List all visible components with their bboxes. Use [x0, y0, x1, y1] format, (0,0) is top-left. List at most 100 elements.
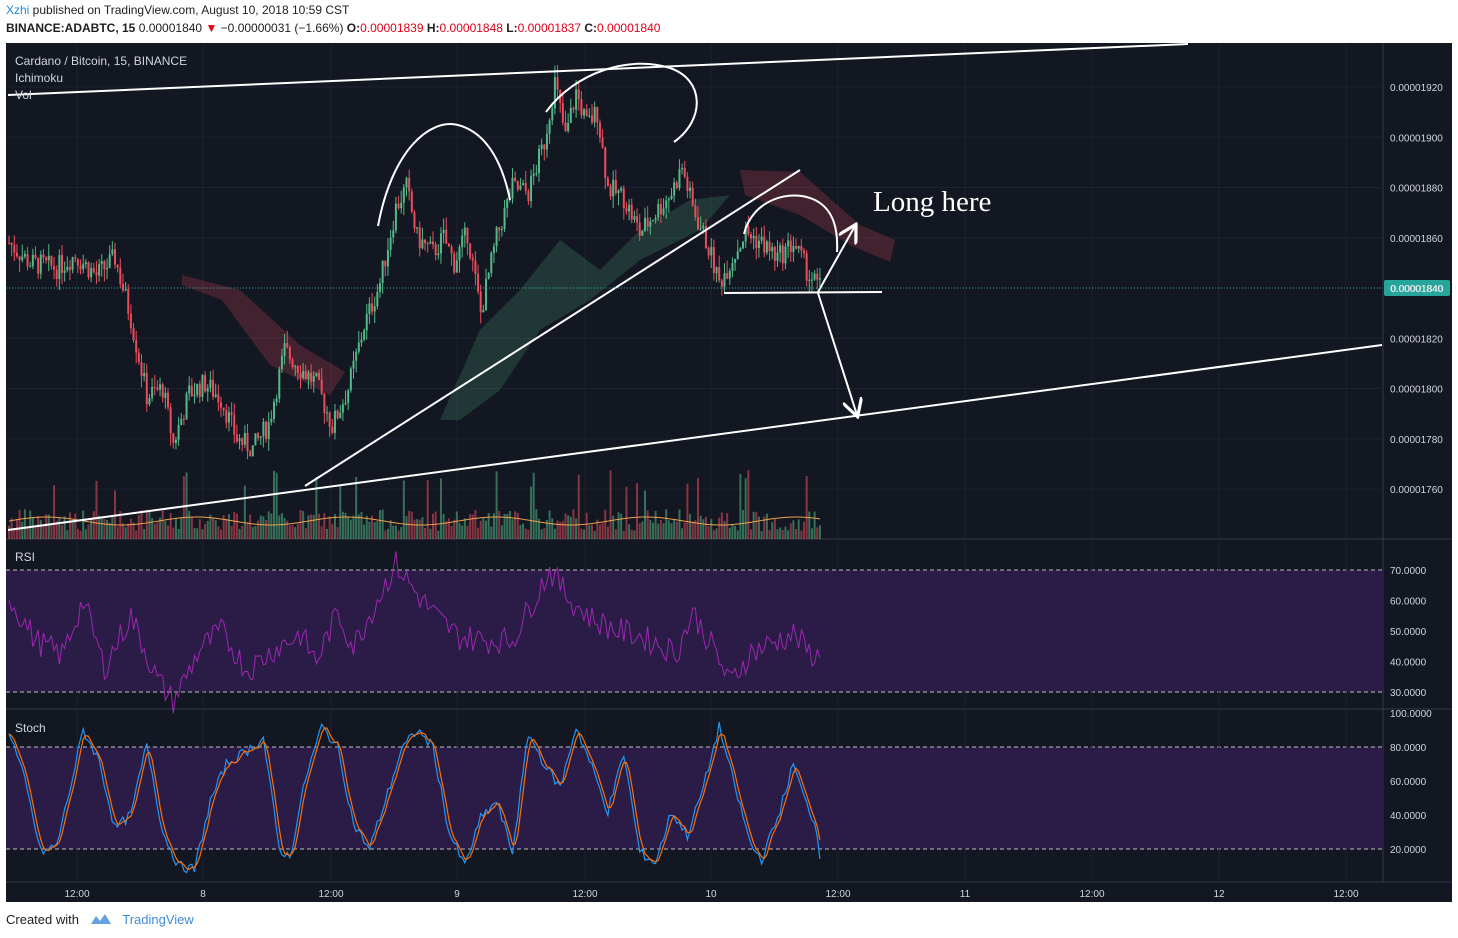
candle-body [426, 243, 429, 245]
candle-body [161, 384, 164, 398]
candle-body [318, 372, 321, 380]
volume-bar [797, 519, 800, 539]
candle-body [180, 418, 183, 426]
tradingview-link[interactable]: TradingView [122, 912, 194, 927]
candle-body [432, 241, 434, 245]
candle-body [697, 217, 699, 229]
candle-body [323, 394, 326, 414]
volume-bar [121, 523, 124, 539]
volume-bar [222, 515, 225, 539]
candle-body [763, 236, 766, 253]
volume-bar [402, 480, 405, 539]
candle-body [424, 239, 427, 244]
volume-bar [601, 523, 604, 539]
candle-body [760, 236, 763, 241]
volume-bar [620, 513, 623, 539]
time-axis-tick: 8 [200, 889, 206, 900]
last-price-tag-text: 0.00001840 [1391, 284, 1444, 295]
volume-bar [657, 523, 660, 539]
candle-body [225, 410, 228, 423]
candle-body [718, 267, 721, 281]
close-label: C: [584, 21, 598, 35]
volume-bar [681, 528, 684, 539]
candle-body [781, 245, 784, 264]
candle-body [15, 252, 18, 257]
candle-body [254, 433, 257, 446]
candle-body [416, 227, 419, 229]
volume-bar [307, 515, 310, 539]
candle-body [373, 306, 376, 312]
candle-body [667, 198, 670, 201]
volume-bar [471, 514, 474, 539]
volume-bar [8, 525, 10, 539]
volume-bar [167, 525, 169, 539]
volume-bar [628, 524, 631, 539]
up-arrow [817, 226, 855, 293]
candle-body [439, 233, 442, 254]
price-axis-tick: 0.00001820 [1390, 334, 1443, 345]
volume-bar [763, 516, 766, 539]
volume-bar [129, 518, 132, 539]
volume-bar [453, 519, 456, 539]
volume-bar [593, 530, 596, 539]
volume-bar [280, 513, 283, 539]
annotations [7, 43, 1383, 531]
volume-bar [326, 528, 328, 539]
candle-body [326, 412, 328, 414]
volume-bar [82, 510, 85, 539]
candle-body [13, 245, 16, 253]
time-axis-tick: 12:00 [318, 889, 343, 900]
rsi-axis-tick: 50.0000 [1390, 627, 1427, 638]
volume-bar [294, 527, 297, 539]
volume-bar [143, 529, 146, 539]
candle-body [42, 254, 45, 258]
volume-bar [500, 525, 503, 539]
candle-body [813, 273, 816, 280]
candle-body [376, 291, 379, 307]
ichimoku-label: Ichimoku [15, 71, 63, 85]
candle-body [174, 439, 177, 443]
candle-body [710, 247, 713, 256]
down-arrow-icon: ▼ [205, 21, 218, 35]
candle-body [673, 182, 676, 196]
volume-bar [519, 525, 522, 539]
volume-bar [347, 516, 350, 539]
candle-body [103, 261, 106, 270]
price-axis-tick: 0.00001840 [1390, 284, 1443, 295]
candle-body [768, 241, 771, 252]
candle-body [704, 226, 707, 249]
volume-bar [201, 529, 204, 539]
candle-body [765, 241, 768, 253]
candle-body [466, 227, 469, 244]
volume-bar [251, 526, 254, 539]
candle-body [567, 122, 570, 131]
candle-body [630, 204, 633, 220]
candle-body [220, 402, 222, 408]
candle-body [503, 207, 506, 230]
candle-body [487, 273, 490, 279]
volume-bar [76, 529, 79, 539]
candle-body [641, 230, 644, 236]
time-axis-labels: 12:00 8 12:00 9 12:00 10 12:00 11 12:00 12 12:00 [64, 889, 1358, 900]
volume-bar [704, 516, 707, 539]
author-link[interactable]: Xzhi [6, 3, 30, 17]
candle-body [771, 247, 774, 252]
volume-bar [45, 514, 48, 539]
right-shoulder-arc [743, 194, 839, 253]
candle-body [625, 208, 628, 212]
neckline [723, 291, 883, 294]
candle-body [577, 89, 580, 100]
volume-bar [339, 485, 342, 539]
volume-bar [37, 516, 40, 539]
candle-body [490, 252, 493, 274]
candle-body [598, 122, 601, 138]
candle-body [357, 342, 360, 352]
tradingview-cloud-icon[interactable] [89, 912, 113, 929]
candle-body [352, 360, 355, 369]
candle-body [336, 410, 339, 419]
volume-bar [275, 472, 278, 539]
candle-body [519, 185, 522, 190]
candle-body [689, 187, 692, 192]
candle-body [92, 268, 95, 273]
